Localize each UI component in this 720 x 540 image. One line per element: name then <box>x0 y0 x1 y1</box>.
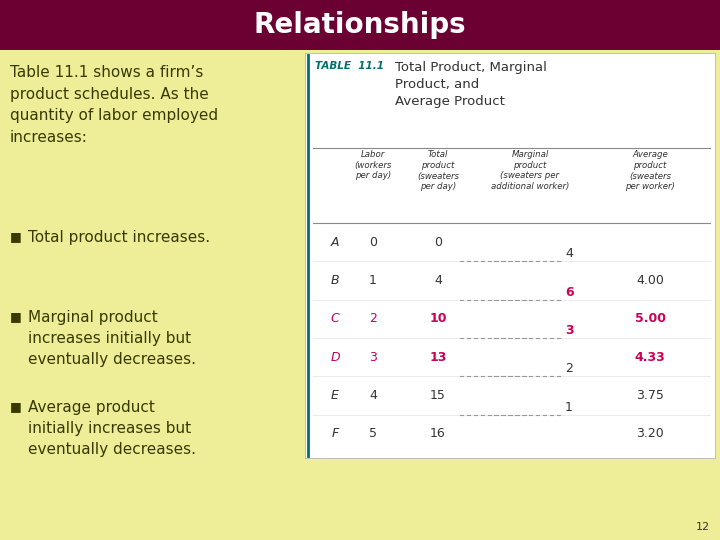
Text: 10: 10 <box>429 312 446 325</box>
Text: TABLE  11.1: TABLE 11.1 <box>315 61 384 71</box>
Text: Total Product, Marginal
Product, and
Average Product: Total Product, Marginal Product, and Ave… <box>395 61 547 108</box>
Text: 4.33: 4.33 <box>634 350 665 363</box>
Text: 13: 13 <box>429 350 446 363</box>
Text: 5.00: 5.00 <box>634 312 665 325</box>
Text: 4: 4 <box>565 247 573 260</box>
Text: 2: 2 <box>565 362 573 375</box>
Text: 4: 4 <box>434 274 442 287</box>
Text: Labor
(workers
per day): Labor (workers per day) <box>354 150 392 180</box>
Text: Total
product
(sweaters
per day): Total product (sweaters per day) <box>417 150 459 191</box>
Text: 16: 16 <box>430 427 446 440</box>
Text: Average
product
(sweaters
per worker): Average product (sweaters per worker) <box>625 150 675 191</box>
Text: C: C <box>330 312 339 325</box>
Text: Relationships: Relationships <box>253 11 467 39</box>
Text: 3: 3 <box>565 324 574 337</box>
Text: E: E <box>331 389 339 402</box>
Text: 0: 0 <box>434 235 442 248</box>
Text: 1: 1 <box>565 401 573 414</box>
FancyBboxPatch shape <box>305 53 715 458</box>
Text: 1: 1 <box>369 274 377 287</box>
Text: 3.75: 3.75 <box>636 389 664 402</box>
Text: 0: 0 <box>369 235 377 248</box>
Text: 15: 15 <box>430 389 446 402</box>
Text: Marginal
product
(sweaters per
additional worker): Marginal product (sweaters per additiona… <box>491 150 570 191</box>
Text: Average product
initially increases but
eventually decreases.: Average product initially increases but … <box>28 400 196 457</box>
Text: D: D <box>330 350 340 363</box>
Text: Total product increases.: Total product increases. <box>28 230 210 245</box>
Text: ■: ■ <box>10 400 22 413</box>
Text: A: A <box>330 235 339 248</box>
Text: 5: 5 <box>369 427 377 440</box>
Text: 2: 2 <box>369 312 377 325</box>
Text: Marginal product
increases initially but
eventually decreases.: Marginal product increases initially but… <box>28 310 196 367</box>
Text: 12: 12 <box>696 522 710 532</box>
Text: 4.00: 4.00 <box>636 274 664 287</box>
Text: Table 11.1 shows a firm’s
product schedules. As the
quantity of labor employed
i: Table 11.1 shows a firm’s product schedu… <box>10 65 218 145</box>
Text: B: B <box>330 274 339 287</box>
Text: ■: ■ <box>10 230 22 243</box>
Text: 3.20: 3.20 <box>636 427 664 440</box>
FancyBboxPatch shape <box>0 0 720 50</box>
Text: 6: 6 <box>565 286 574 299</box>
Text: ■: ■ <box>10 310 22 323</box>
Text: F: F <box>331 427 338 440</box>
Text: 3: 3 <box>369 350 377 363</box>
Text: 4: 4 <box>369 389 377 402</box>
